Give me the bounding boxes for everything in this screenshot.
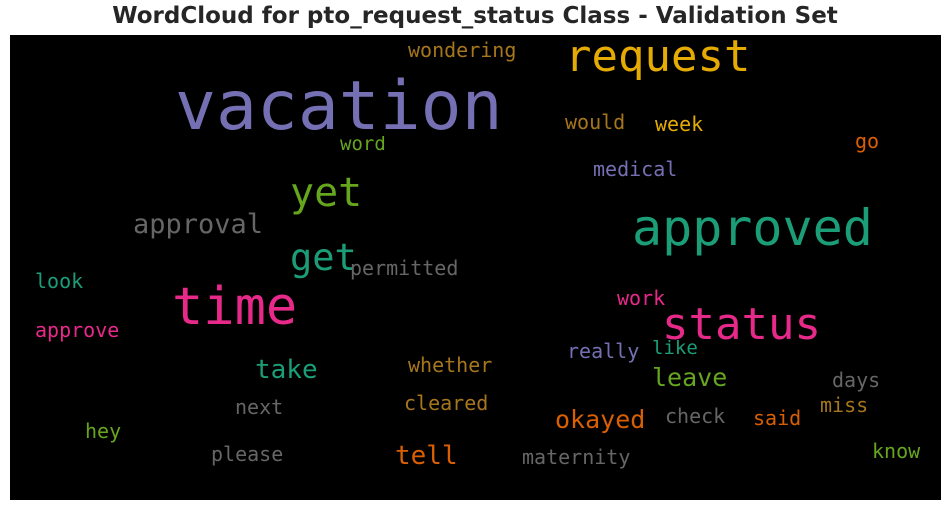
cloud-word-tell: tell	[395, 441, 458, 471]
cloud-word-miss: miss	[820, 393, 869, 417]
cloud-word-next: next	[235, 395, 284, 419]
cloud-word-leave: leave	[652, 363, 728, 392]
cloud-word-medical: medical	[593, 157, 678, 181]
chart-title: WordCloud for pto_request_status Class -…	[112, 3, 838, 29]
cloud-word-approval: approval	[133, 209, 264, 240]
cloud-word-would: would	[565, 110, 626, 134]
cloud-word-approved: approved	[632, 199, 873, 257]
cloud-word-week: week	[655, 112, 704, 136]
cloud-word-wondering: wondering	[408, 38, 517, 62]
cloud-word-word: word	[340, 133, 386, 155]
cloud-word-like: like	[652, 337, 698, 359]
cloud-word-go: go	[855, 129, 880, 153]
cloud-word-whether: whether	[408, 353, 493, 377]
cloud-word-maternity: maternity	[522, 445, 631, 469]
cloud-word-time: time	[172, 277, 298, 337]
cloud-word-approve: approve	[35, 318, 120, 342]
word-cloud-canvas: vacation request approved time status yet get a…	[10, 35, 941, 500]
cloud-word-yet: yet	[290, 170, 363, 216]
cloud-word-work: work	[617, 286, 666, 310]
cloud-word-get: get	[290, 236, 357, 279]
cloud-word-know: know	[872, 439, 921, 463]
cloud-word-cleared: cleared	[404, 391, 489, 415]
cloud-word-permitted: permitted	[350, 256, 459, 280]
cloud-word-please: please	[211, 442, 284, 466]
cloud-word-vacation: vacation	[175, 67, 503, 146]
cloud-word-okayed: okayed	[555, 405, 646, 434]
cloud-word-said: said	[753, 406, 802, 430]
cloud-word-status: status	[662, 299, 821, 350]
cloud-word-hey: hey	[85, 419, 122, 443]
cloud-word-look: look	[35, 269, 84, 293]
cloud-word-request: request	[565, 35, 751, 82]
cloud-word-days: days	[832, 368, 881, 392]
cloud-word-really: really	[567, 339, 640, 363]
cloud-word-take: take	[255, 355, 318, 385]
cloud-word-check: check	[665, 404, 726, 428]
